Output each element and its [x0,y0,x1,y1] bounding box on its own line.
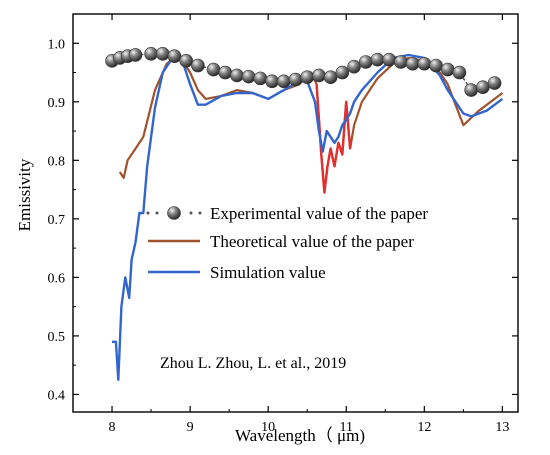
x-tick-label: 8 [109,420,116,435]
x-tick-label: 9 [187,420,194,435]
data-point-experimental [358,55,373,69]
data-point-experimental [452,65,467,80]
legend: Experimental value of the paper Theoretic… [146,204,428,282]
data-point-experimental [440,62,455,77]
data-point-experimental [347,59,361,74]
data-point-experimental [144,46,158,61]
legend-dot [189,211,193,215]
data-point-experimental [206,62,221,77]
x-tick-label: 13 [495,420,509,435]
y-tick-label: 1.0 [48,37,66,52]
legend-dot [146,211,150,215]
y-tick-label: 0.9 [48,96,66,111]
x-axis-title: Wavelength（ μm) [235,426,365,445]
data-point-experimental [417,56,432,71]
plot-markers [105,46,502,97]
data-point-experimental [230,68,244,83]
data-point-experimental [128,48,143,62]
plot-frame [72,13,519,413]
y-tick-label: 0.6 [48,271,66,286]
data-point-experimental [370,52,385,67]
x-tick-label: 10 [261,420,275,435]
y-tick-label: 0.7 [48,213,66,228]
data-point-experimental [253,71,268,86]
data-point-experimental [218,65,233,80]
data-point-experimental [487,76,502,90]
axes: 8 9 10 11 12 13 0.4 0.5 0.6 0.7 0.8 0.9 1.0 [48,13,519,435]
y-tick-label: 0.4 [48,388,66,403]
data-point-experimental [191,58,205,73]
y-tick-label: 0.5 [48,330,66,345]
data-point-experimental [382,52,396,67]
y-tick-label: 0.8 [48,154,66,169]
legend-label-experimental: Experimental value of the paper [210,204,428,223]
data-point-experimental [179,54,194,68]
legend-label-theoretical: Theoretical value of the paper [210,232,414,251]
y-axis-title: Emissivity [15,158,34,231]
data-point-experimental [323,70,338,85]
legend-dot [198,211,202,215]
data-point-experimental [241,69,256,84]
annotation-text: Zhou L. Zhou, L. et al., 2019 [160,355,346,372]
data-point-experimental [155,46,170,61]
data-point-experimental [429,58,443,73]
legend-dot [155,211,159,215]
data-point-experimental [476,80,490,94]
data-point-experimental [394,55,408,69]
data-point-experimental [288,72,303,87]
legend-marker-experimental [167,206,181,220]
x-tick-label: 11 [340,420,353,435]
data-point-experimental [405,56,420,71]
data-point-experimental [265,74,279,89]
data-point-experimental [464,83,478,97]
data-point-experimental [167,49,182,63]
data-point-experimental [276,74,291,89]
data-point-experimental [312,68,326,83]
data-point-experimental [300,70,315,85]
x-tick-label: 12 [417,420,431,435]
legend-label-simulation: Simulation value [210,263,326,282]
series-line-theoretical-highlight [315,84,352,194]
data-point-experimental [335,65,350,80]
